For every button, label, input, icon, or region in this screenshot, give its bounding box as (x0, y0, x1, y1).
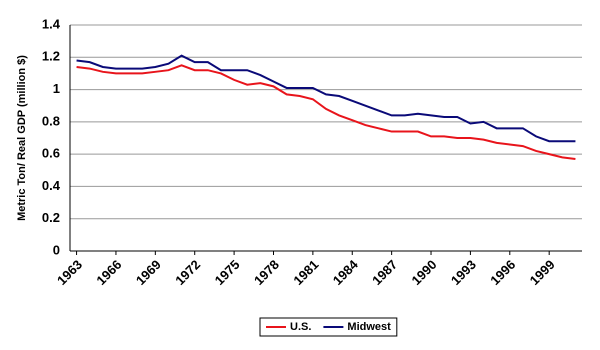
legend-label: U.S. (290, 321, 311, 333)
y-tick-label: 0.2 (42, 210, 60, 225)
y-axis-label: Metric Ton/ Real GDP (million $) (16, 55, 28, 221)
x-tick-label: 1996 (487, 257, 518, 288)
line-series (76, 54, 576, 143)
y-tick-label: 1.2 (42, 49, 60, 64)
x-tick-label: 1975 (212, 257, 243, 288)
y-tick-label: 0 (53, 242, 60, 257)
x-tick-label: 1981 (290, 257, 321, 288)
x-tick-label: 1984 (330, 256, 362, 288)
y-tick-label: 1 (53, 81, 60, 96)
legend-label: Midwest (347, 321, 391, 333)
x-tick-label: 1987 (369, 257, 400, 288)
x-tick-label: 1972 (172, 257, 203, 288)
x-tick-label: 1963 (54, 257, 85, 288)
x-tick-label: 1978 (251, 257, 282, 288)
x-tick-label: 1966 (93, 257, 124, 288)
line-series (76, 64, 576, 160)
x-tick-label: 1999 (527, 257, 558, 288)
y-tick-label: 0.4 (42, 178, 61, 193)
y-tick-label: 1.4 (42, 16, 61, 31)
y-tick-label: 0.8 (42, 113, 60, 128)
x-tick-label: 1993 (448, 257, 479, 288)
x-tick-label: 1990 (409, 257, 440, 288)
x-tick-label: 1969 (133, 257, 164, 288)
legend: U.S. Midwest (259, 317, 398, 337)
y-tick-label: 0.6 (42, 146, 60, 161)
